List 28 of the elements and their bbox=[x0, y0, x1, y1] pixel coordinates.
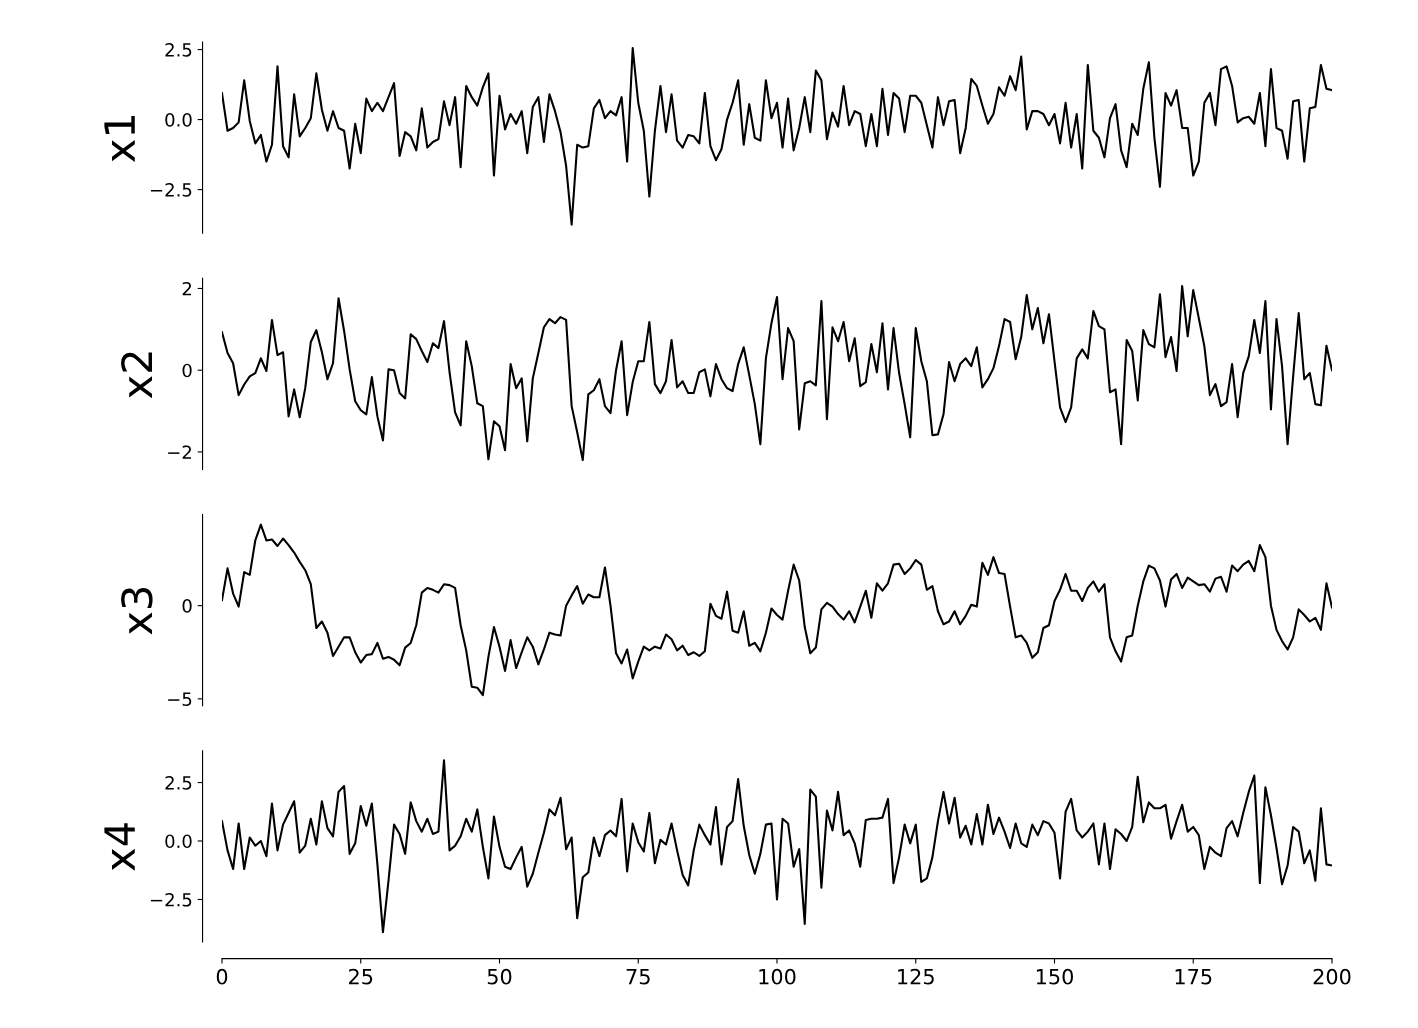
x-tick-label: 50 bbox=[487, 968, 512, 985]
y-tick-label: 0.0 bbox=[165, 113, 192, 127]
x-tick-label: 25 bbox=[349, 968, 373, 985]
y-tick-label: 2.5 bbox=[165, 776, 192, 790]
x-tick-label: 0 bbox=[216, 968, 228, 985]
y-axis-title: x3 bbox=[121, 587, 153, 635]
x-tick-label: 75 bbox=[626, 969, 650, 985]
x-tick-label: 125 bbox=[898, 968, 934, 985]
y-axis-title: x4 bbox=[104, 823, 135, 871]
line-series bbox=[222, 284, 1332, 462]
y-tick-label: 0.0 bbox=[165, 834, 192, 849]
y-tick-label: −2 bbox=[168, 445, 192, 459]
y-tick-label: −5 bbox=[168, 692, 192, 706]
x-tick-label: 100 bbox=[759, 968, 796, 985]
y-tick-label: 2.5 bbox=[165, 43, 192, 57]
y-tick-label: −2.5 bbox=[150, 183, 192, 197]
line-series bbox=[222, 759, 1332, 934]
y-tick-label: 0 bbox=[182, 599, 192, 613]
y-tick-label: 0 bbox=[182, 363, 192, 378]
y-axis-title: x1 bbox=[104, 115, 135, 163]
x-tick-label: 200 bbox=[1313, 968, 1351, 985]
line-series bbox=[222, 47, 1332, 226]
x-tick-label: 150 bbox=[1036, 968, 1073, 985]
line-series bbox=[222, 523, 1332, 697]
x-tick-label: 175 bbox=[1175, 969, 1212, 985]
y-tick-label: −2.5 bbox=[150, 892, 192, 907]
y-tick-label: 2 bbox=[182, 281, 192, 296]
y-axis-title: x2 bbox=[121, 352, 152, 399]
